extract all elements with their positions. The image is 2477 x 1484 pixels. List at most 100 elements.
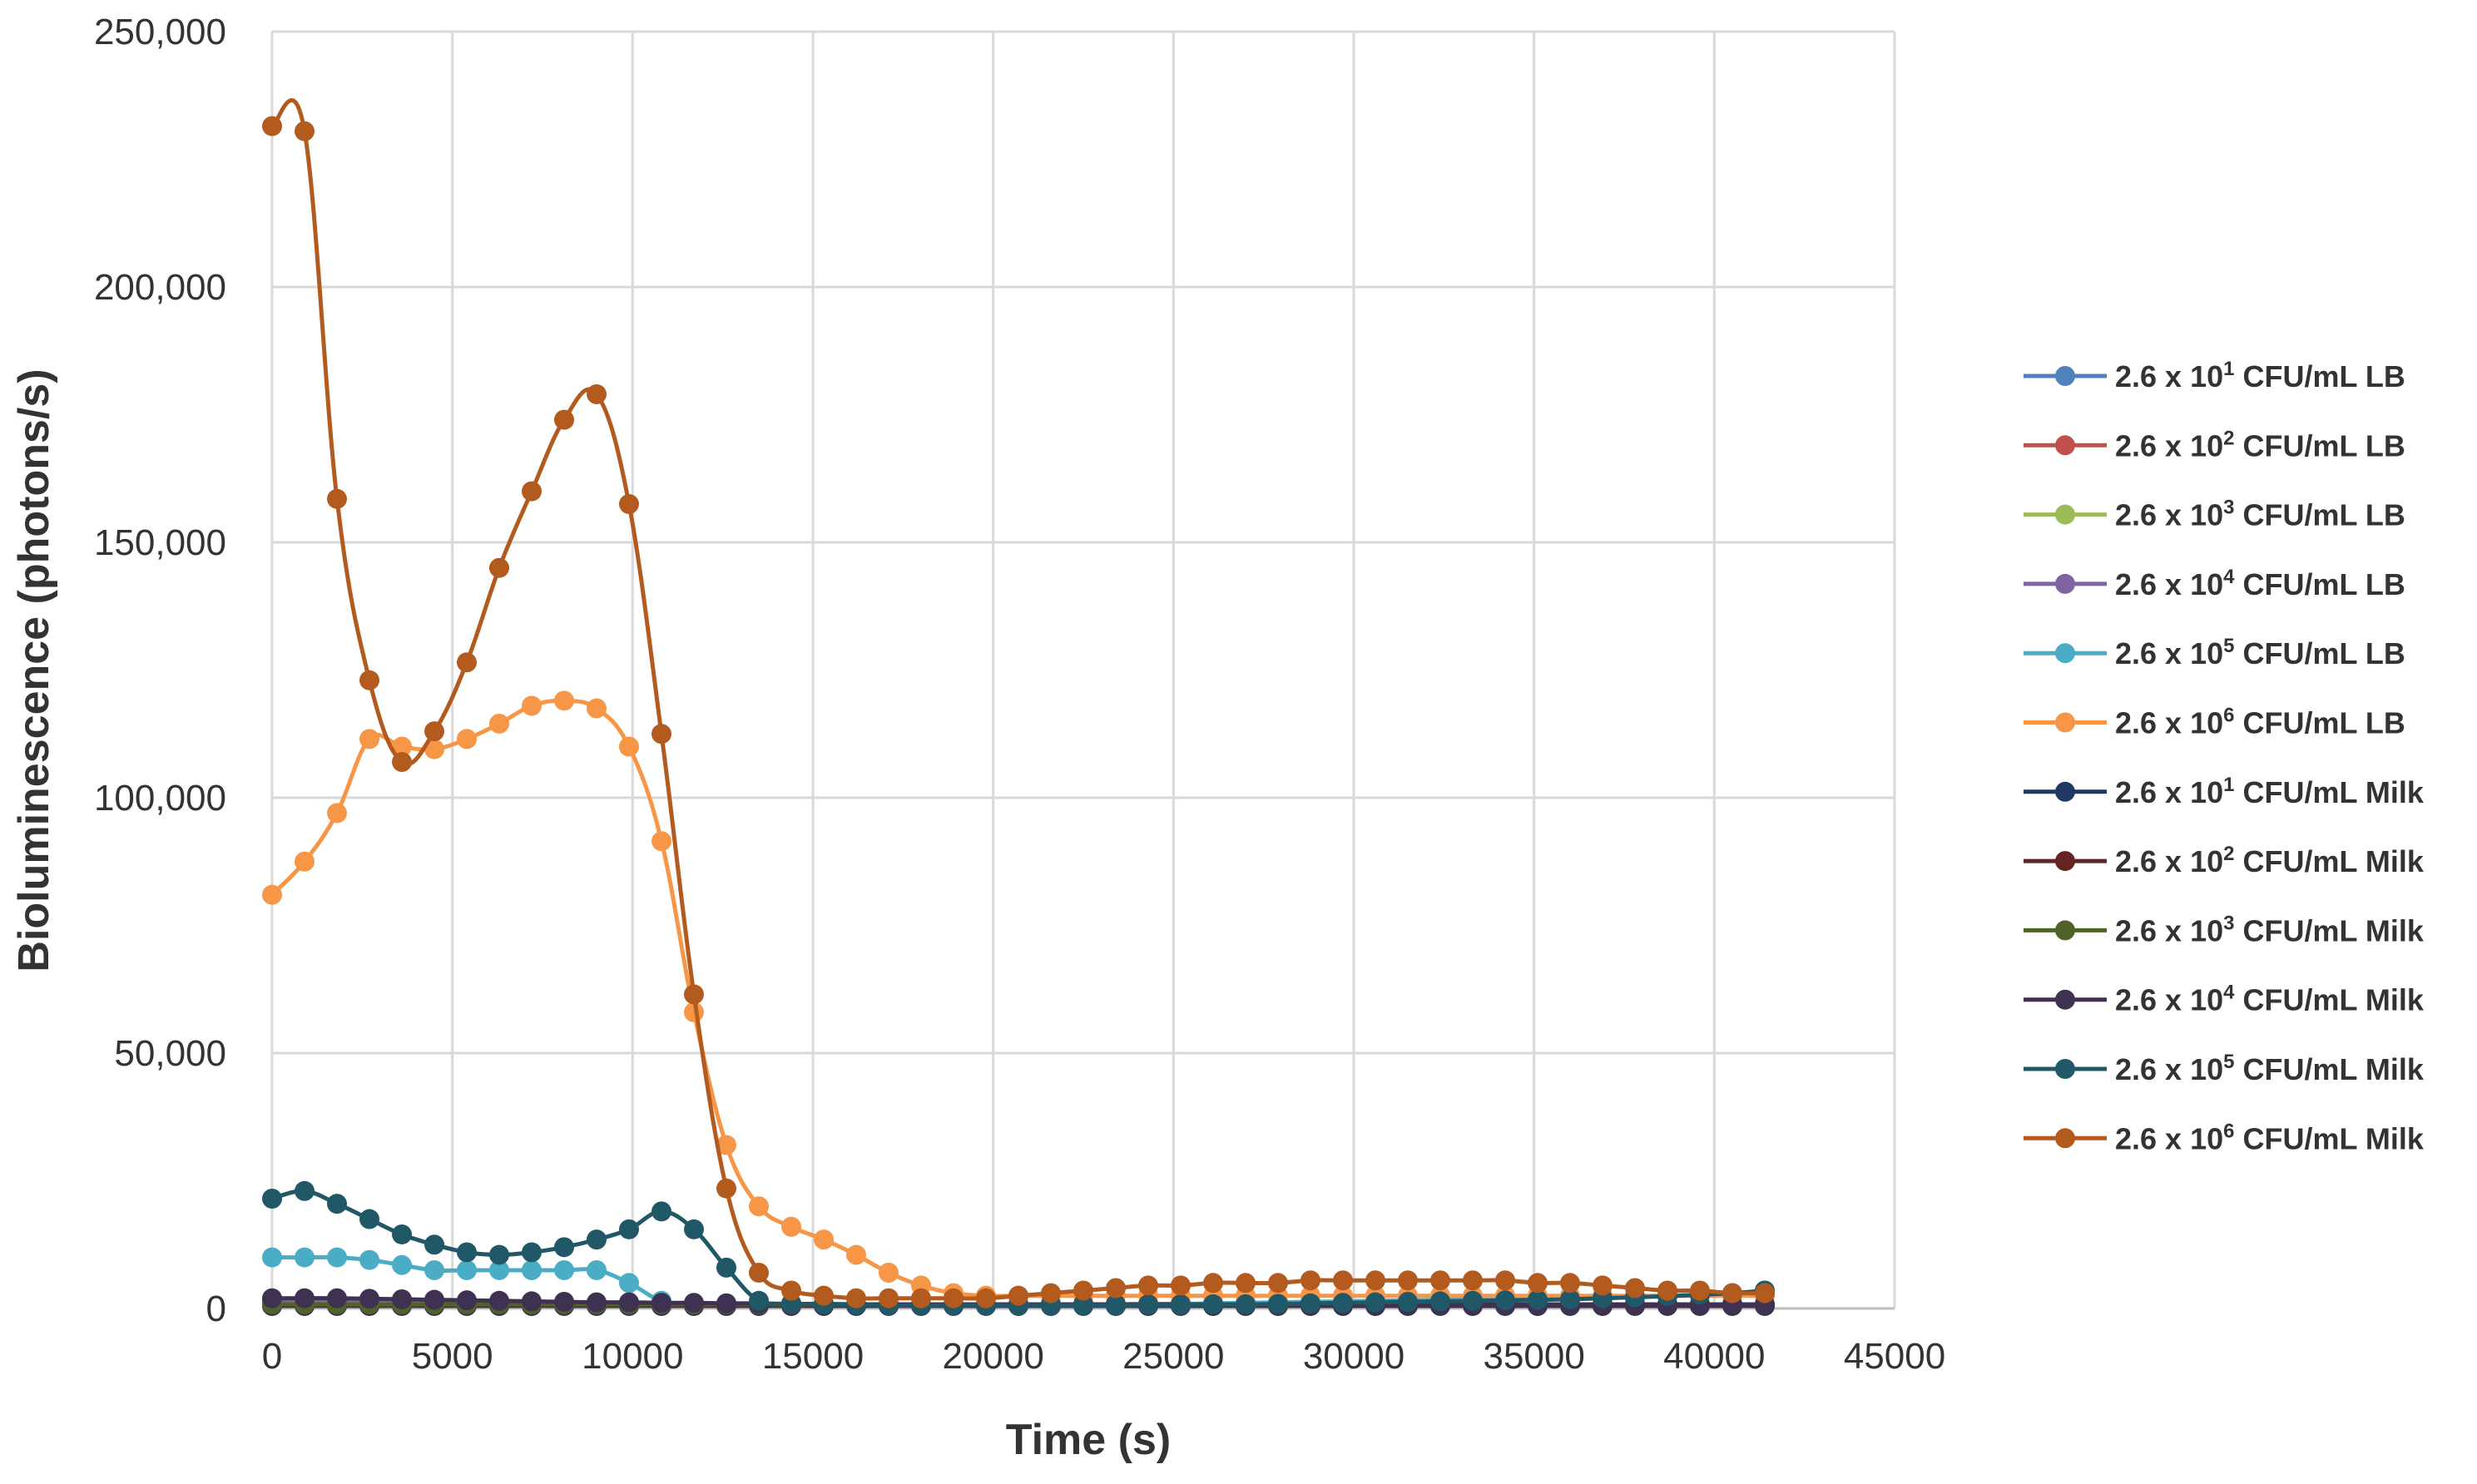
legend-label-exponent: 2	[2223, 427, 2234, 449]
data-point	[587, 383, 607, 404]
data-point	[457, 729, 477, 749]
legend-label-base: 2.6 x 10	[2115, 359, 2223, 393]
data-point	[1073, 1295, 1093, 1316]
legend-marker	[2055, 989, 2075, 1010]
legend-label-base: 2.6 x 10	[2115, 1052, 2223, 1086]
data-point	[1106, 1278, 1126, 1298]
legend-item: 2.6 x 101 CFU/mL Milk	[2024, 774, 2425, 809]
data-point	[879, 1288, 899, 1308]
x-tick-label: 0	[262, 1336, 282, 1377]
legend-label-suffix: CFU/mL LB	[2234, 498, 2405, 532]
data-point	[619, 493, 639, 514]
legend-label: 2.6 x 104 CFU/mL Milk	[2115, 982, 2425, 1017]
legend-marker	[2055, 504, 2075, 525]
data-point	[944, 1288, 964, 1308]
data-point	[327, 1247, 347, 1268]
data-point	[295, 121, 315, 141]
data-point	[1333, 1293, 1353, 1313]
data-point	[522, 1242, 542, 1263]
data-point	[295, 1288, 315, 1308]
x-tick-label: 10000	[582, 1336, 683, 1377]
data-point	[1495, 1270, 1515, 1291]
legend-label-base: 2.6 x 10	[2115, 844, 2223, 878]
y-tick-label: 200,000	[94, 267, 226, 308]
series-group	[262, 98, 1775, 1316]
legend-label-base: 2.6 x 10	[2115, 567, 2223, 601]
data-point	[1138, 1275, 1158, 1296]
legend-label-exponent: 6	[2223, 1120, 2234, 1142]
data-point	[327, 488, 347, 509]
x-tick-label: 15000	[762, 1336, 864, 1377]
legend-label: 2.6 x 101 CFU/mL LB	[2115, 358, 2405, 393]
data-point	[749, 1263, 769, 1284]
data-point	[392, 752, 412, 773]
legend-label-exponent: 5	[2223, 635, 2234, 657]
data-point	[1528, 1273, 1548, 1294]
data-point	[619, 1292, 639, 1313]
legend-label-suffix: CFU/mL Milk	[2234, 1121, 2424, 1155]
legend-label-exponent: 1	[2223, 358, 2234, 380]
legend-label-suffix: CFU/mL LB	[2234, 636, 2405, 670]
legend-label: 2.6 x 104 CFU/mL LB	[2115, 566, 2405, 601]
data-point	[1495, 1290, 1515, 1311]
data-point	[1722, 1283, 1742, 1303]
data-point	[1268, 1273, 1288, 1294]
legend-label: 2.6 x 103 CFU/mL LB	[2115, 497, 2405, 532]
data-point	[359, 1249, 379, 1270]
data-point	[1106, 1295, 1126, 1316]
legend-label-suffix: CFU/mL Milk	[2234, 844, 2424, 878]
data-point	[684, 1293, 704, 1313]
data-point	[846, 1244, 866, 1265]
data-point	[651, 1293, 671, 1313]
data-point	[489, 1290, 509, 1311]
data-point	[554, 1259, 574, 1280]
legend-label-exponent: 3	[2223, 497, 2234, 519]
legend-label: 2.6 x 103 CFU/mL Milk	[2115, 912, 2425, 947]
legend-label-suffix: CFU/mL LB	[2234, 706, 2405, 740]
legend-label-base: 2.6 x 10	[2115, 428, 2223, 463]
data-point	[587, 1229, 607, 1250]
data-point	[262, 1247, 282, 1268]
series-line	[270, 98, 1766, 1301]
data-point	[522, 1259, 542, 1280]
data-point	[619, 1219, 639, 1239]
data-point	[1300, 1293, 1320, 1313]
data-point	[749, 1290, 769, 1311]
data-point	[1073, 1280, 1093, 1301]
data-point	[522, 1291, 542, 1312]
legend-marker	[2055, 1128, 2075, 1149]
data-point	[1560, 1289, 1580, 1309]
data-point	[359, 1289, 379, 1309]
y-tick-label: 250,000	[94, 12, 226, 52]
legend-marker	[2055, 851, 2075, 872]
legend-marker	[2055, 1059, 2075, 1079]
data-point	[554, 409, 574, 430]
legend-marker	[2055, 781, 2075, 802]
data-point	[587, 1292, 607, 1313]
data-point	[651, 1201, 671, 1222]
data-point	[359, 729, 379, 749]
legend-label-base: 2.6 x 10	[2115, 636, 2223, 670]
legend-marker	[2055, 643, 2075, 664]
legend-label-base: 2.6 x 10	[2115, 1121, 2223, 1155]
legend-item: 2.6 x 101 CFU/mL LB	[2024, 358, 2405, 393]
legend-label: 2.6 x 105 CFU/mL Milk	[2115, 1051, 2425, 1086]
data-point	[619, 736, 639, 757]
legend-label-exponent: 2	[2223, 843, 2234, 865]
data-point	[522, 481, 542, 502]
legend-label-exponent: 4	[2223, 982, 2235, 1004]
data-point	[587, 1259, 607, 1280]
y-axis-ticks: 0 50,000 100,000 150,000 200,000 250,000	[94, 12, 226, 1329]
data-point	[295, 1247, 315, 1268]
x-tick-label: 5000	[412, 1336, 493, 1377]
legend-item: 2.6 x 106 CFU/mL Milk	[2024, 1120, 2425, 1155]
data-point	[1755, 1283, 1775, 1303]
data-point	[814, 1229, 834, 1250]
legend-label: 2.6 x 106 CFU/mL LB	[2115, 705, 2405, 740]
legend-label-base: 2.6 x 10	[2115, 775, 2223, 809]
data-point	[489, 1259, 509, 1280]
legend-item: 2.6 x 102 CFU/mL Milk	[2024, 843, 2425, 878]
legend-marker	[2055, 366, 2075, 386]
x-axis-title: Time (s)	[1006, 1416, 1171, 1464]
data-point	[262, 116, 282, 136]
